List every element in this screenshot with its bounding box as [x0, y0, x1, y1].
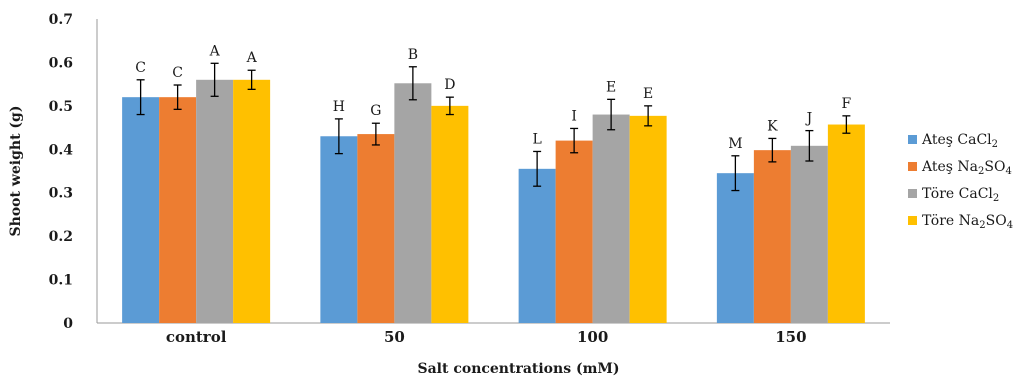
bar	[196, 79, 234, 323]
x-category-label: control	[166, 328, 227, 346]
y-tick-label: 0.1	[49, 273, 73, 289]
y-tick-label: 0.2	[49, 229, 73, 245]
bar	[827, 124, 865, 323]
bar	[716, 173, 754, 323]
bar	[518, 168, 556, 323]
y-tick-label: 0	[63, 316, 73, 332]
significance-label: K	[767, 118, 778, 134]
legend-label: Ateş Na2SO4	[921, 159, 1012, 177]
bar	[790, 145, 828, 323]
y-tick-label: 0.4	[49, 142, 74, 158]
x-category-label: 150	[775, 328, 806, 346]
y-tick-label: 0.5	[49, 99, 73, 115]
x-category-label: 50	[384, 328, 405, 346]
significance-label: B	[408, 47, 418, 63]
legend-swatch	[908, 162, 917, 171]
significance-label: E	[643, 86, 653, 102]
y-axis-title: Shoot weight (g)	[8, 106, 24, 237]
bar	[555, 140, 593, 323]
bar	[159, 97, 197, 324]
legend-swatch	[908, 189, 917, 198]
y-tick-label: 0.7	[49, 12, 73, 28]
significance-label: C	[135, 60, 146, 76]
y-axis-ticks: 0 0.1 0.2 0.3 0.4 0.5 0.6 0.7	[49, 12, 74, 332]
bar	[320, 136, 358, 323]
x-category-label: 100	[577, 328, 608, 346]
significance-label: A	[246, 50, 258, 66]
legend-swatch	[908, 135, 917, 144]
bars: C C A A H G B D L I E E M K J F	[122, 43, 865, 324]
bar	[592, 114, 630, 324]
legend-swatch	[908, 216, 917, 225]
y-tick-label: 0.6	[49, 55, 73, 71]
bar	[122, 97, 160, 324]
significance-label: E	[606, 79, 616, 95]
significance-label: C	[172, 65, 183, 81]
significance-label: D	[444, 77, 455, 93]
significance-label: M	[728, 136, 742, 152]
y-tick-label: 0.3	[49, 186, 73, 202]
legend-label: Töre Na2SO4	[922, 213, 1013, 231]
x-axis-title: Salt concentrations (mM)	[417, 361, 619, 377]
legend-label: Töre CaCl2	[922, 186, 999, 204]
legend-label: Ateş CaCl2	[921, 132, 998, 150]
bar	[394, 83, 432, 323]
bar	[357, 134, 395, 323]
x-axis-categories: control 50 100 150	[166, 328, 807, 346]
bar	[753, 150, 791, 323]
significance-label: F	[842, 96, 852, 112]
significance-label: H	[333, 99, 345, 115]
significance-label: A	[209, 43, 221, 59]
significance-label: J	[805, 111, 813, 127]
bar	[629, 115, 667, 324]
significance-label: G	[370, 103, 381, 119]
bar	[431, 105, 469, 323]
significance-label: L	[532, 131, 541, 147]
significance-label: I	[571, 108, 577, 124]
legend: Ateş CaCl2 Ateş Na2SO4 Töre CaCl2 Töre Na2S…	[908, 132, 1013, 231]
bar	[233, 79, 271, 323]
